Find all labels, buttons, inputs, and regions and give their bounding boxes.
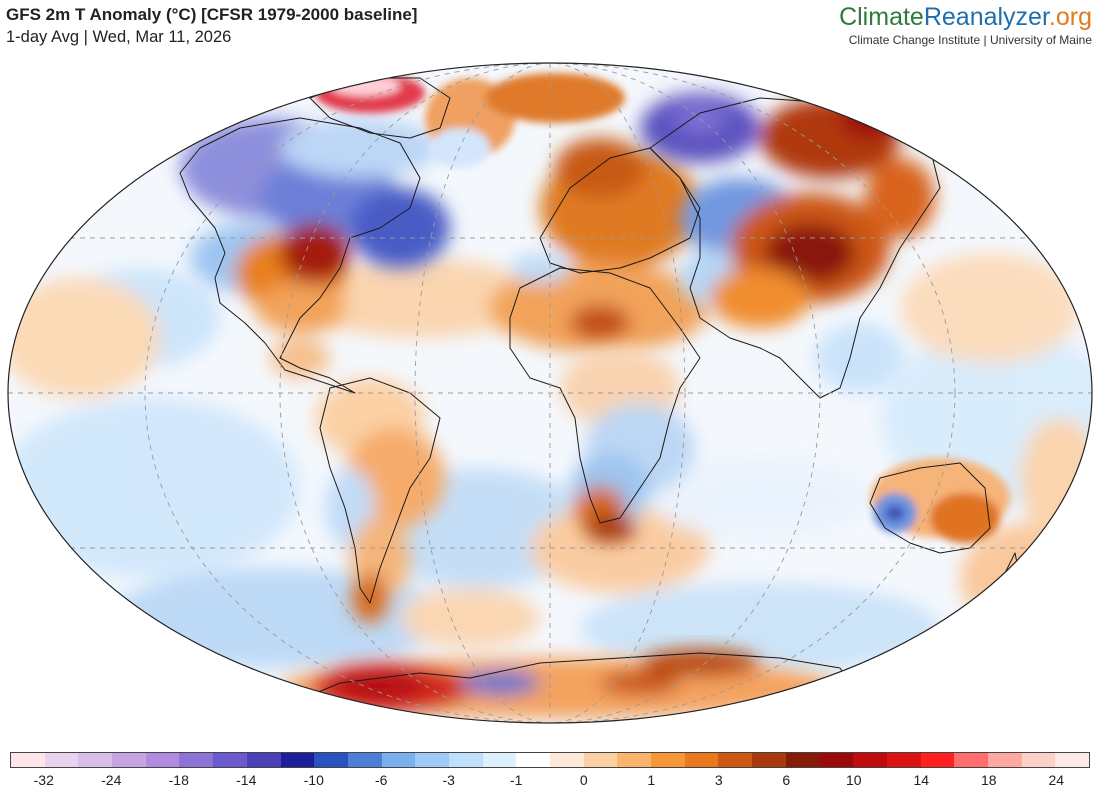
colorbar-swatch [482,753,517,767]
map-title: GFS 2m T Anomaly (°C) [CFSR 1979-2000 ba… [6,5,418,24]
colorbar-swatch [213,753,247,767]
colorbar-swatch [954,753,988,767]
colorbar-tick-label: 14 [913,772,930,788]
colorbar-swatch [381,753,416,767]
colorbar-swatch [112,753,146,767]
world-map [0,58,1100,728]
globe-outline [7,62,1093,724]
colorbar-tick-label: 18 [980,772,997,788]
colorbar-swatch [785,753,820,767]
colorbar-swatch [718,753,753,767]
colorbar-swatch [1021,753,1056,767]
colorbar-swatch [78,753,113,767]
colorbar-tick-label: 6 [782,772,791,788]
colorbar-swatch [886,753,921,767]
colorbar-swatch [145,753,180,767]
brand-logo[interactable]: ClimateReanalyzer.org [839,3,1092,31]
colorbar-swatch [516,753,550,767]
colorbar-tick-label: 10 [845,772,862,788]
colorbar-swatch [684,753,719,767]
colorbar-swatch [11,753,45,767]
colorbar-tick-label: 1 [647,772,656,788]
colorbar-swatch [44,753,79,767]
colorbar-swatch [246,753,281,767]
colorbar-tick-label: -24 [101,772,122,788]
colorbar-tick-label: -6 [375,772,388,788]
colorbar [10,752,1090,768]
map-subtitle: 1-day Avg | Wed, Mar 11, 2026 [6,28,232,46]
colorbar-swatch [617,753,652,767]
colorbar-swatch [752,753,786,767]
colorbar-swatch [314,753,348,767]
colorbar-swatch [347,753,382,767]
colorbar-tick-label: 3 [714,772,723,788]
colorbar-swatch [179,753,214,767]
colorbar-swatch [853,753,887,767]
colorbar-tick-label: -18 [168,772,189,788]
colorbar-tick-label: 24 [1048,772,1065,788]
colorbar-swatch [448,753,483,767]
brand-block: ClimateReanalyzer.org Climate Change Ins… [839,2,1092,47]
colorbar-tick-label: -3 [442,772,455,788]
colorbar-swatch [415,753,449,767]
colorbar-tick-label: -10 [303,772,324,788]
colorbar-tick-label: -32 [33,772,54,788]
colorbar-swatch [920,753,955,767]
brand-affiliation: Climate Change Institute | University of… [848,33,1092,47]
colorbar-swatch [987,753,1022,767]
colorbar-swatch [651,753,685,767]
colorbar-swatch [583,753,618,767]
colorbar-swatch [819,753,854,767]
colorbar-labels: -32-24-18-14-10-6-3-101361014182432 [10,772,1090,792]
colorbar-swatch [280,753,315,767]
graticule [8,63,1092,723]
colorbar-swatch [550,753,584,767]
colorbar-tick-label: -14 [236,772,257,788]
colorbar-tick-label: 0 [579,772,588,788]
colorbar-tick-label: -1 [510,772,523,788]
colorbar-swatch [1055,753,1089,767]
